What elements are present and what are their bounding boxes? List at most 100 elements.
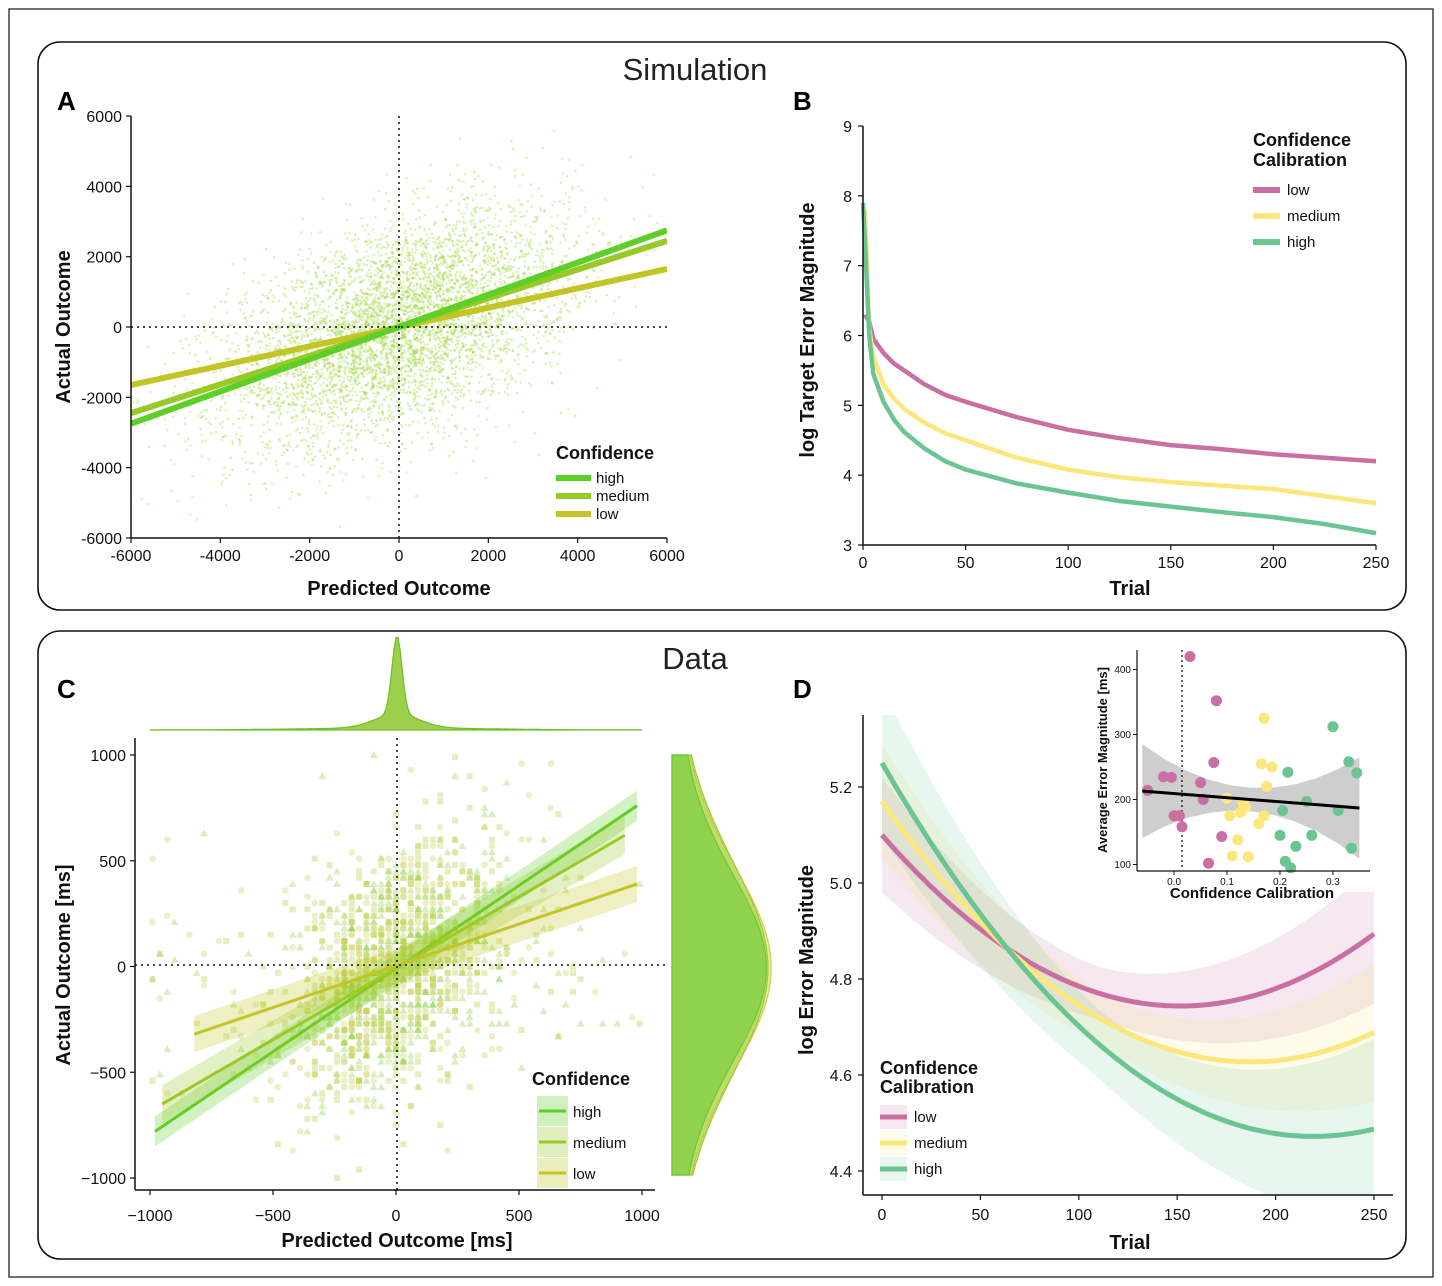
scatter-point [262,431,266,434]
scatter-point [277,386,281,389]
scatter-point [511,349,515,353]
scatter-point [451,367,455,371]
scatter-point [488,233,491,236]
scatter-point [504,268,508,271]
scatter-point [470,283,474,286]
scatter-point [315,376,318,379]
scatter-point [282,293,286,296]
scatter-point [492,350,496,353]
scatter-point [518,211,522,214]
scatter-point [392,418,395,422]
scatter-point [212,326,216,329]
scatter-point [274,377,277,380]
scatter-point [363,423,367,427]
scatter-point [457,257,460,261]
scatter-point [221,435,225,439]
scatter-point [401,413,405,416]
scatter-point [448,338,451,342]
scatter-point [353,364,356,368]
scatter-point [393,291,396,295]
scatter-point [467,323,471,326]
scatter-point [357,237,360,241]
scatter-point [418,357,421,361]
scatter-point [300,378,304,382]
scatter-point [417,310,421,314]
scatter-point [358,276,362,279]
scatter-point [407,380,411,384]
scatter-point [493,217,496,220]
scatter-point [475,241,479,244]
scatter-point [390,345,394,348]
scatter-point [242,312,246,315]
scatter-point [389,417,393,420]
scatter-point [434,292,438,295]
scatter-point [528,272,532,276]
scatter-point [401,246,404,249]
scatter-point [265,344,269,348]
scatter-point [373,296,377,300]
scatter-point [414,395,417,399]
scatter-point [591,243,594,246]
scatter-point [293,330,297,334]
scatter-point [385,338,389,341]
scatter-point [508,323,512,326]
scatter-point [333,254,337,257]
scatter-point [425,232,428,236]
scatter-point [382,344,385,348]
scatter-point [469,287,472,291]
scatter-point [340,262,344,266]
scatter-point [398,405,401,409]
scatter-point [440,253,443,256]
scatter-point [431,275,435,278]
scatter-point [467,329,471,333]
scatter-point [376,298,380,301]
scatter-point [367,429,370,433]
scatter-point [495,340,499,344]
scatter-point [502,310,506,314]
scatter-point [458,367,461,370]
scatter-point [250,389,253,393]
scatter-point [597,217,600,220]
scatter-point [327,412,330,416]
scatter-point [389,293,393,297]
scatter-point [261,440,265,444]
scatter-point [539,242,542,245]
scatter-point [497,269,501,272]
scatter-point [348,324,352,327]
scatter-point [473,206,477,210]
scatter-point [437,306,440,309]
scatter-point [432,270,436,274]
scatter-point [429,259,432,263]
scatter-point [338,395,342,399]
scatter-point [489,330,493,334]
scatter-point [506,341,510,345]
scatter-point [372,303,375,307]
scatter-point [242,271,246,275]
scatter-point [602,233,605,236]
scatter-point [350,426,353,430]
scatter-point [384,281,388,285]
scatter-point [509,267,513,271]
scatter-point [326,383,329,386]
scatter-point [433,366,437,370]
scatter-point [376,324,380,327]
scatter-point [309,408,312,411]
scatter-point [215,408,219,411]
scatter-point [542,315,546,318]
scatter-point [375,349,379,353]
scatter-point [318,376,321,380]
scatter-point [452,327,456,331]
scatter-point [307,453,310,456]
scatter-point [393,368,396,371]
scatter-point [471,278,475,282]
scatter-point [509,239,513,243]
scatter-point [435,253,438,256]
scatter-point [309,232,313,235]
scatter-point [516,353,519,357]
scatter-point [237,437,241,441]
scatter-point [276,469,279,472]
scatter-point [488,323,492,327]
scatter-point [515,328,519,332]
scatter-point [337,369,341,373]
scatter-point [376,423,379,427]
